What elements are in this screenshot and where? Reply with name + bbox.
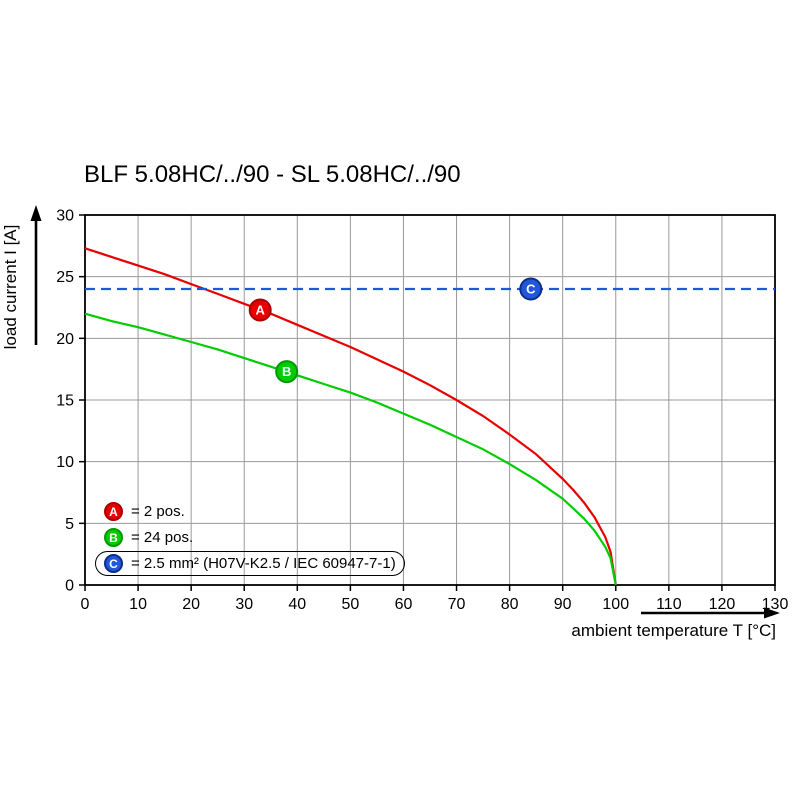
legend-label-a: = 2 pos. <box>131 503 185 520</box>
x-tick-label: 130 <box>762 596 789 613</box>
x-tick-label: 40 <box>288 596 306 613</box>
x-tick-label: 100 <box>602 596 629 613</box>
y-tick-label: 0 <box>65 578 74 595</box>
y-tick-label: 25 <box>56 269 74 286</box>
series-b <box>84 312 617 586</box>
chart-title: BLF 5.08HC/../90 - SL 5.08HC/../90 <box>84 161 461 188</box>
curve-marker-letter-c: C <box>526 282 536 297</box>
x-axis-label: ambient temperature T [°C] <box>571 621 776 640</box>
x-axis-arrow-icon <box>641 607 780 619</box>
x-tick-label: 50 <box>341 596 359 613</box>
x-tick-label: 70 <box>448 596 466 613</box>
x-tick-label: 20 <box>182 596 200 613</box>
x-tick-label: 60 <box>395 596 413 613</box>
series-a <box>84 247 617 586</box>
y-tick-label: 10 <box>56 454 74 471</box>
legend-marker-c-icon: C <box>104 554 123 573</box>
x-tick-label: 0 <box>81 596 90 613</box>
x-tick-label: 30 <box>235 596 253 613</box>
x-tick-label: 10 <box>129 596 147 613</box>
y-axis-arrow-icon <box>30 205 42 345</box>
legend-marker-b-icon: B <box>104 528 123 547</box>
y-tick-label: 15 <box>56 393 74 410</box>
curve-marker-b <box>275 360 299 384</box>
curve-marker-a <box>248 298 272 322</box>
curve-marker-letter-b: B <box>282 364 291 379</box>
legend-label-c: = 2.5 mm² (H07V-K2.5 / IEC 60947-7-1) <box>131 555 396 572</box>
y-tick-label: 5 <box>65 516 74 533</box>
legend-marker-a-icon: A <box>104 502 123 521</box>
curve-marker-c <box>519 277 543 301</box>
x-tick-label: 120 <box>709 596 736 613</box>
plot-border <box>84 214 776 586</box>
x-tick-label: 80 <box>501 596 519 613</box>
x-tick-label: 90 <box>554 596 572 613</box>
legend: A = 2 pos. B = 24 pos. C = 2.5 mm² (H07V… <box>95 499 405 577</box>
y-tick-label: 30 <box>56 208 74 225</box>
legend-item-a: A = 2 pos. <box>95 499 405 524</box>
y-axis-label: load current I [A] <box>1 225 20 350</box>
y-tick-label: 20 <box>56 331 74 348</box>
x-tick-label: 110 <box>656 596 682 613</box>
legend-item-b: B = 24 pos. <box>95 525 405 550</box>
curve-marker-letter-a: A <box>256 303 266 318</box>
legend-label-b: = 24 pos. <box>131 529 194 546</box>
legend-item-c: C = 2.5 mm² (H07V-K2.5 / IEC 60947-7-1) <box>95 551 405 576</box>
plot-area: 0 10 20 30 40 50 60 70 80 90 100 110 120 130 0 5 10 15 20 2… <box>56 208 788 614</box>
